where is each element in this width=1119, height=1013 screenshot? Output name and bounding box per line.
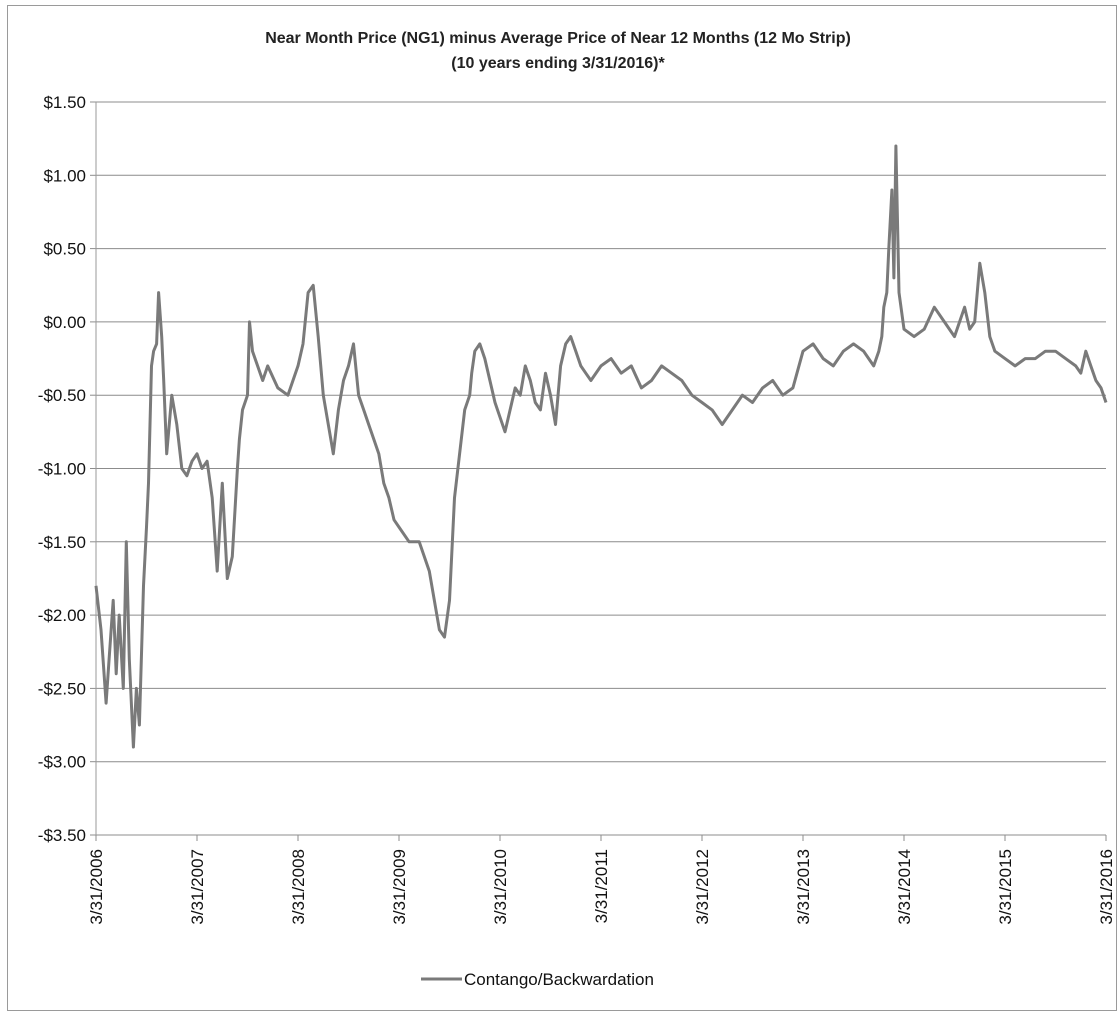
legend: Contango/Backwardation [421,970,654,989]
y-tick-label: -$2.50 [38,679,86,698]
y-tick-label: $0.00 [43,313,86,332]
legend-label: Contango/Backwardation [464,970,654,989]
series-line [94,144,1108,749]
y-tick-label: -$1.00 [38,460,86,479]
x-axis-ticks: 3/31/2006 3/31/2007 3/31/2008 3/31/2009 3/31… [87,835,1116,925]
chart-frame [7,5,1117,1011]
y-tick-label: $0.50 [43,240,86,259]
chart-subtitle: (10 years ending 3/31/2016)* [451,55,665,72]
x-tick-label: 3/31/2016 [1097,849,1116,925]
x-tick-label: 3/31/2014 [895,849,914,925]
x-tick-label: 3/31/2012 [693,849,712,925]
x-tick-label: 3/31/2006 [87,849,106,925]
y-tick-label: -$3.00 [38,753,86,772]
y-axis-ticks: $1.50 $1.00 $0.50 $0.00 -$0.50 -$1.00 -$1.50 -$… [38,93,96,845]
y-tick-label: -$0.50 [38,386,86,405]
x-tick-label: 3/31/2009 [390,849,409,925]
gridlines [96,101,1106,836]
x-tick-label: 3/31/2008 [289,849,308,925]
y-tick-label: -$2.00 [38,606,86,625]
x-tick-label: 3/31/2013 [794,849,813,925]
x-tick-label: 3/31/2007 [188,849,207,925]
x-tick-label: 3/31/2011 [592,849,611,923]
y-tick-label: -$1.50 [38,533,86,552]
series-layer [94,144,1108,749]
chart-title: Near Month Price (NG1) minus Average Pri… [265,30,851,47]
x-tick-label: 3/31/2010 [491,849,510,925]
y-tick-label: -$3.50 [38,826,86,845]
y-tick-label: $1.00 [43,166,86,185]
y-tick-label: $1.50 [43,93,86,112]
x-tick-label: 3/31/2015 [996,849,1015,925]
